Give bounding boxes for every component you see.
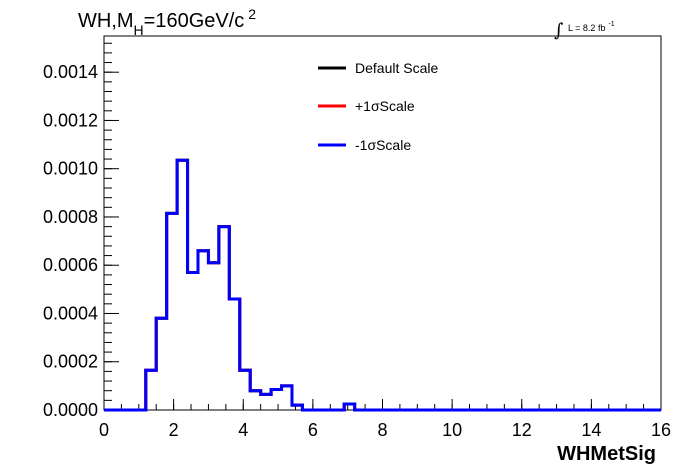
x-tick-label: 8 (377, 420, 387, 440)
y-tick-label: 0.0006 (43, 255, 98, 275)
x-tick-label: 14 (581, 420, 601, 440)
title-mid: =160GeV/c (144, 10, 245, 32)
x-tick-label: 12 (512, 420, 532, 440)
integral-symbol: ∫ (554, 20, 564, 41)
legend-label: Default Scale (355, 60, 438, 76)
y-tick-label: 0.0008 (43, 207, 98, 227)
x-axis: 0 2 4 6 8 10 12 14 16 (99, 399, 671, 440)
legend-label: -1σScale (355, 137, 411, 153)
y-tick-label: 0.0004 (43, 303, 98, 323)
chart-title: WH,MH=160GeV/c 2 (78, 6, 256, 38)
histogram-series (104, 158, 661, 412)
legend-label: +1σScale (355, 98, 415, 114)
y-tick-label: 0.0000 (43, 400, 98, 420)
x-tick-label: 16 (651, 420, 671, 440)
y-tick-label: 0.0014 (43, 62, 98, 82)
x-tick-label: 10 (442, 420, 462, 440)
lumi-text: L = 8.2 fb (568, 23, 605, 33)
y-tick-label: 0.0002 (43, 352, 98, 372)
series-layer (104, 158, 661, 412)
title-superscript: 2 (248, 6, 256, 22)
legend: Default Scale +1σScale -1σScale (318, 60, 438, 153)
x-axis-label: WHMetSig (557, 443, 656, 465)
x-tick-label: 2 (169, 420, 179, 440)
x-tick-label: 4 (238, 420, 248, 440)
x-tick-label: 0 (99, 420, 109, 440)
y-axis: 0.0000 0.0002 0.0004 0.0006 0.0008 0.0010 0.00… (43, 42, 119, 420)
lumi-superscript: -1 (608, 21, 614, 28)
title-subscript: H (134, 22, 144, 38)
y-tick-label: 0.0012 (43, 110, 98, 130)
x-tick-label: 6 (308, 420, 318, 440)
y-tick-label: 0.0010 (43, 159, 98, 179)
lumi-label: L = 8.2 fb -1 (568, 21, 615, 33)
title-prefix: WH,M (78, 10, 134, 32)
